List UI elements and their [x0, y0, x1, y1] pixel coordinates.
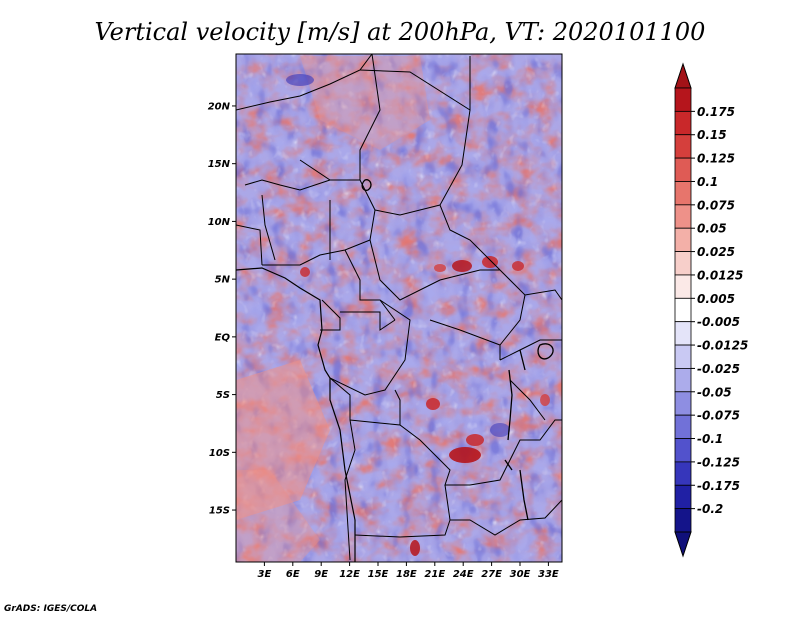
colorbar-label: -0.005: [697, 315, 740, 329]
lat-tick-label: 5N: [215, 275, 231, 286]
country-borders: [236, 54, 562, 561]
colorbar-swatch: [674, 461, 692, 486]
lon-tick-label: 15E: [368, 569, 389, 580]
colorbar-swatch: [674, 321, 692, 346]
colorbar-swatch: [674, 157, 692, 182]
colorbar-swatch: [674, 274, 692, 299]
convective-cells: [286, 74, 550, 556]
colorbar-label: 0.125: [697, 152, 735, 166]
colorbar-label: 0.05: [697, 222, 727, 236]
colorbar-label: 0.15: [697, 128, 727, 142]
colorbar-label: -0.1: [697, 432, 723, 446]
lat-tick-label: 15S: [209, 506, 230, 517]
vertical-velocity-field: [236, 54, 562, 562]
colorbar-swatch: [674, 227, 692, 252]
colorbar-label: 0.005: [697, 292, 735, 306]
lon-tick-label: 30E: [510, 569, 531, 580]
colorbar-swatch: [674, 368, 692, 393]
colorbar-label: 0.025: [697, 245, 735, 259]
colorbar-swatch: [674, 204, 692, 229]
lat-tick-label: 10N: [208, 217, 231, 228]
colorbar-min-arrow: [674, 531, 692, 558]
colorbar-swatch: [674, 251, 692, 276]
colorbar-max-arrow: [674, 62, 692, 89]
lon-tick-label: 33E: [538, 569, 559, 580]
colorbar-label: 0.075: [697, 198, 735, 212]
colorbar-label: 0.1: [697, 175, 718, 189]
colorbar-label: -0.175: [697, 479, 740, 493]
colorbar-label: -0.0125: [697, 339, 748, 353]
lon-tick-label: 18E: [396, 569, 417, 580]
colorbar-swatch: [674, 508, 692, 533]
colorbar-swatch: [674, 87, 692, 112]
colorbar: 0.175 0.15 0.125 0.1 0.075 0.05 0.025 0.0125 0.0…: [674, 62, 748, 558]
colorbar-swatch: [674, 297, 692, 323]
lat-tick-label: 15N: [208, 159, 231, 170]
colorbar-label: -0.05: [697, 385, 732, 399]
colorbar-swatch: [674, 110, 692, 136]
colorbar-swatch: [674, 134, 692, 159]
lat-tick-label: EQ: [215, 332, 231, 343]
colorbar-swatch: [674, 181, 692, 206]
latitude-axis: 20N 15N 10N 5N EQ 5S 10S 15S: [208, 101, 236, 517]
lon-tick-label: 6E: [286, 569, 300, 580]
lat-tick-label: 20N: [208, 101, 231, 112]
map-frame: [235, 53, 563, 563]
colorbar-swatch: [674, 391, 692, 416]
lat-tick-label: 5S: [216, 390, 230, 401]
coastline: [236, 267, 356, 562]
colorbar-swatch: [674, 484, 692, 510]
lon-tick-label: 3E: [258, 569, 272, 580]
lon-tick-label: 12E: [339, 569, 360, 580]
lon-tick-label: 27E: [481, 569, 502, 580]
lakes: [361, 179, 554, 521]
colorbar-swatch: [674, 414, 692, 439]
colorbar-label: 0.0125: [697, 268, 743, 282]
lon-tick-label: 9E: [314, 569, 328, 580]
colorbar-swatch: [674, 438, 692, 463]
colorbar-label: -0.2: [697, 502, 723, 516]
longitude-axis: 3E 6E 9E 12E 15E 18E 21E 24E 27E 30E 33E: [258, 562, 559, 580]
colorbar-label: -0.075: [697, 409, 740, 423]
map-title: Vertical velocity [m/s] at 200hPa, VT: 2…: [95, 18, 706, 46]
lon-tick-label: 21E: [424, 569, 445, 580]
lon-tick-label: 24E: [453, 569, 474, 580]
colorbar-swatch: [674, 344, 692, 369]
grads-credit: GrADS: IGES/COLA: [4, 604, 97, 614]
colorbar-label: -0.125: [697, 455, 740, 469]
colorbar-label: 0.175: [697, 105, 735, 119]
colorbar-label: -0.025: [697, 362, 740, 376]
lat-tick-label: 10S: [209, 448, 230, 459]
